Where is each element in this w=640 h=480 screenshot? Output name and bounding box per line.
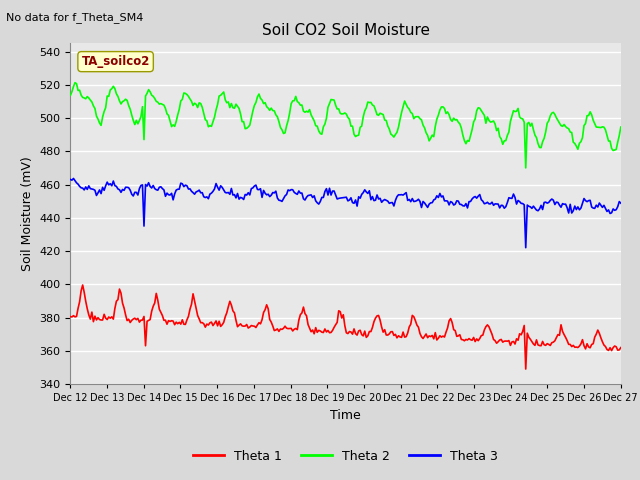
- Y-axis label: Soil Moisture (mV): Soil Moisture (mV): [21, 156, 34, 271]
- X-axis label: Time: Time: [330, 408, 361, 421]
- Text: No data for f_Theta_SM4: No data for f_Theta_SM4: [6, 12, 144, 23]
- Legend: Theta 1, Theta 2, Theta 3: Theta 1, Theta 2, Theta 3: [188, 445, 503, 468]
- Text: TA_soilco2: TA_soilco2: [81, 55, 150, 68]
- Title: Soil CO2 Soil Moisture: Soil CO2 Soil Moisture: [262, 23, 429, 38]
